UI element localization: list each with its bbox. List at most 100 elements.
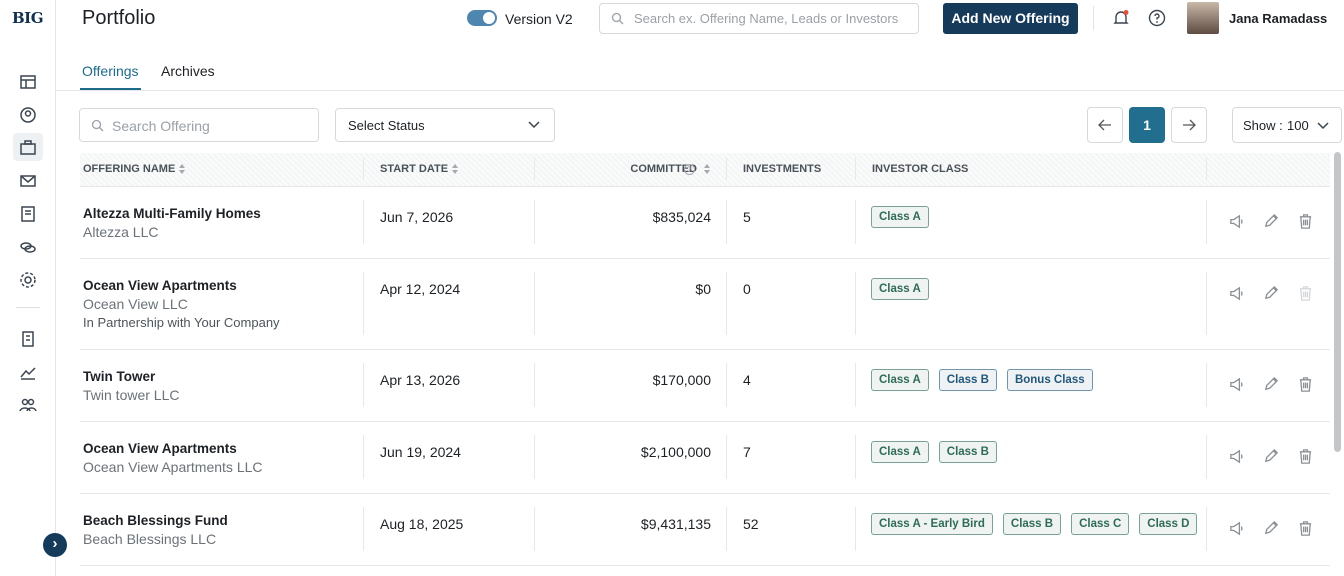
investor-classes: Class A - Early Bird Class B Class C Class … [871, 513, 1207, 535]
tab[interactable]: Archives [161, 63, 215, 79]
help-icon: ? [684, 164, 695, 175]
column-divider [855, 272, 856, 335]
nav-building[interactable] [19, 330, 37, 348]
class-badge: Class A [871, 369, 929, 391]
row-divider [80, 565, 1330, 566]
class-badge: Bonus Class [1006, 369, 1093, 391]
sort-icon[interactable] [451, 162, 459, 174]
sort-icon[interactable] [178, 162, 186, 174]
row-action[interactable] [1297, 520, 1314, 537]
column-divider [1206, 272, 1207, 335]
row-action[interactable] [1263, 376, 1280, 393]
investor-classes: Class A Class B [871, 441, 1007, 463]
page-size-select[interactable]: Show : 100 [1232, 107, 1342, 143]
column-divider [534, 158, 535, 180]
scrollbar[interactable] [1334, 152, 1341, 452]
status-select[interactable]: Select Status [335, 108, 555, 142]
nav-coins[interactable] [19, 238, 37, 256]
global-search[interactable]: Search ex. Offering Name, Leads or Inves… [599, 3, 919, 34]
column-divider [726, 507, 727, 551]
class-badge: Class A - Early Bird [871, 513, 993, 535]
row-action[interactable] [1263, 285, 1280, 302]
tab-active[interactable]: Offerings [82, 63, 139, 79]
column-divider [534, 435, 535, 479]
version-toggle[interactable] [467, 10, 497, 26]
investments: 0 [743, 281, 751, 297]
column-header: INVESTOR CLASS [872, 163, 969, 175]
tab-border [56, 90, 1344, 91]
offering-name: Ocean View Apartments [83, 441, 237, 456]
class-badge: Class A [871, 206, 929, 228]
row-action[interactable] [1263, 213, 1280, 230]
company-name: Ocean View LLC [83, 296, 188, 312]
column-divider [855, 435, 856, 479]
start-date: Apr 12, 2024 [380, 281, 461, 297]
row-action[interactable] [1297, 213, 1314, 230]
show-value: 100 [1287, 118, 1309, 133]
divider [1093, 6, 1094, 30]
search-placeholder: Search Offering [112, 118, 210, 134]
class-badge: Class D [1139, 513, 1198, 535]
column-divider [855, 507, 856, 551]
row-action[interactable] [1263, 520, 1280, 537]
nav-settings[interactable] [19, 271, 37, 289]
column-header: START DATE [380, 163, 449, 175]
company-name: Twin tower LLC [83, 387, 180, 403]
investments: 52 [743, 516, 759, 532]
start-date: Jun 19, 2024 [380, 444, 461, 460]
offering-search[interactable]: Search Offering [79, 108, 319, 142]
row-action[interactable] [1263, 448, 1280, 465]
row-action[interactable] [1229, 376, 1246, 393]
column-divider [1206, 435, 1207, 479]
notifications[interactable] [1112, 9, 1130, 27]
class-badge: Class C [1071, 513, 1130, 535]
page-title: Portfolio [82, 7, 156, 29]
current-page[interactable]: 1 [1129, 107, 1165, 143]
sidebar: BIG › [0, 0, 67, 576]
column-divider [1206, 363, 1207, 407]
row-divider [80, 186, 1330, 187]
row-action[interactable] [1229, 285, 1246, 302]
help[interactable] [1148, 9, 1166, 27]
nav-dashboard[interactable] [19, 73, 37, 91]
logo: BIG [12, 9, 44, 27]
column-divider [363, 272, 364, 335]
toggle-label: Version V2 [505, 11, 573, 27]
column-divider [363, 200, 364, 244]
row-action[interactable] [1229, 213, 1246, 230]
row-divider [80, 349, 1330, 350]
row-action[interactable] [1229, 448, 1246, 465]
nav-mail[interactable] [19, 172, 37, 190]
nav-portfolio[interactable] [19, 139, 37, 157]
column-divider [726, 272, 727, 335]
column-divider [726, 200, 727, 244]
show-label: Show : [1243, 118, 1283, 133]
nav-profile[interactable] [19, 106, 37, 124]
nav-docs[interactable] [19, 205, 37, 223]
sort-icon[interactable] [703, 162, 711, 174]
nav-users[interactable] [19, 396, 37, 414]
row-action[interactable] [1297, 285, 1314, 302]
expand-sidebar[interactable]: › [43, 533, 67, 557]
nav-analytics[interactable] [19, 363, 37, 381]
table-header [80, 153, 1330, 186]
class-badge: Class B [938, 441, 997, 463]
class-badge: Class A [871, 278, 929, 300]
investments: 5 [743, 209, 751, 225]
next-page[interactable] [1171, 107, 1207, 143]
column-divider [534, 507, 535, 551]
row-action[interactable] [1229, 520, 1246, 537]
row-action[interactable] [1297, 448, 1314, 465]
row-divider [80, 421, 1330, 422]
row-action[interactable] [1297, 376, 1314, 393]
offering-name: Altezza Multi-Family Homes [83, 206, 261, 221]
investor-classes: Class A Class B Bonus Class [871, 369, 1103, 391]
column-divider [726, 435, 727, 479]
add-offering-button[interactable]: Add New Offering [943, 3, 1078, 34]
committed: $170,000 [652, 372, 711, 388]
committed: $835,024 [652, 209, 711, 225]
user-avatar[interactable] [1187, 2, 1219, 34]
select-label: Select Status [348, 118, 425, 133]
prev-page[interactable] [1087, 107, 1123, 143]
